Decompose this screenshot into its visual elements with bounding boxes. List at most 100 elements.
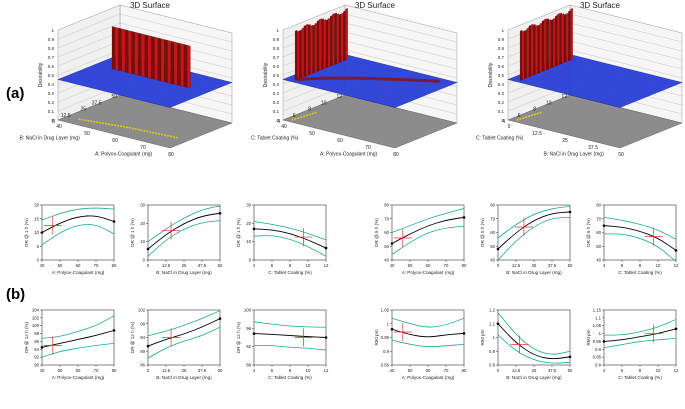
x-tick-label: 40 [40,263,45,268]
fit-endpoint [496,247,500,251]
y-tick-label: 60 [596,230,601,235]
ridge-slab [332,13,335,66]
x-tick-label: 60 [76,263,81,268]
y-tick-label: 98 [34,331,39,336]
x-tick-label: 0 [497,263,500,268]
y-tick-label: 20 [140,221,145,226]
x-tick-label: 50 [408,368,413,373]
response-panel-5: 0 12.5 25 37.5 50 40 50 60 70 80 B: NaCl in Drug L… [480,203,573,276]
ridge-slab [546,18,549,71]
y-tick-label: 10 [546,100,552,106]
x-tick-label: 37.5 [198,368,207,373]
x-tick-label: 40 [56,124,62,130]
y-tick-label: 92 [34,355,39,360]
x-tick-label: 12.5 [512,263,521,268]
x-tick-label: 50 [218,368,223,373]
y-tick-label: 80 [596,203,601,208]
y-tick-label: 96 [34,339,39,344]
upper-band [147,205,221,242]
x-tick-label: 60 [76,368,81,373]
plot-frame [497,204,571,261]
x-tick-label: 70 [365,145,371,151]
ridge-slab [533,24,536,76]
x-tick-label: 80 [112,263,117,268]
lower-band [497,216,571,261]
y-tick-label: 15 [34,216,39,221]
z-tick-label: 0.9 [498,37,505,42]
x-tick-label: 4 [603,263,606,268]
y-tick-label: 8 [533,107,536,113]
z-tick-label: 0.7 [273,55,280,60]
y-tick-label: 80 [384,203,389,208]
ridge-slab [345,8,348,61]
x-tick-label: 8 [289,263,292,268]
y-tick-label: 5 [37,244,40,249]
x-axis-label: B: NaCl in Drug Layer (mg) [506,375,562,380]
x-tick-label: 50 [568,368,573,373]
x-tick-label: 25 [562,138,568,144]
lower-band [391,225,465,255]
y-tick-label: 12 [336,94,342,100]
lower-band [254,344,327,351]
upper-band [253,321,327,328]
y-axis-label: DR @ 12 h (%) [130,321,135,353]
z-tick-label: 0.5 [498,73,505,78]
plot-frame [391,309,465,366]
fit-endpoint [252,227,256,231]
fit-endpoint [112,220,116,223]
y-tick-label: 10 [140,239,145,244]
upper-band [147,310,221,337]
y-tick-label: 1 [599,331,602,336]
response-panel-11: 0 12.5 25 37.5 50 0.8 0.9 1 1.1 1.2 B: NaCl in Dru… [480,308,573,381]
y-tick-label: 25 [80,107,86,113]
y-tick-label: 0.8 [489,363,496,368]
fit-line [603,328,677,342]
y-tick-label: 6 [518,113,521,119]
y-tick-label: 50 [384,244,389,249]
y-tick-label: 102 [138,308,146,313]
y-tick-label: 1.1 [489,321,496,326]
x-tick-label: 25 [532,263,537,268]
ridge-slab [535,24,538,75]
y-tick-label: 96 [246,326,251,331]
x-tick-label: 10 [656,263,661,268]
fit-line [147,318,221,347]
y-axis-label: DR @ 1 h (%) [130,218,135,247]
x-tick-label: 80 [393,152,399,158]
ridge-curve [296,76,440,83]
x-tick-label: 4 [253,263,256,268]
fit-endpoint [146,344,150,348]
y-tick-label: 0.8 [595,363,602,368]
surface-panel-2: 3D Surface 0 0.1 0.2 0.3 0.4 0.5 0.6 0.7 0.8 0.9 1 D… [251,1,458,158]
y-tick-label: 94 [140,335,145,340]
lower-band [497,334,571,364]
z-tick-label: 0.7 [498,55,505,60]
x-tick-label: 60 [426,263,431,268]
y-tick-label: 104 [32,308,40,313]
plot-frame [497,309,571,366]
plot-frame [41,204,115,261]
y-axis-label: DR @ 5 h (%) [374,218,379,247]
x-tick-label: 80 [112,368,117,373]
x-tick-label: 12.5 [532,131,542,137]
x-tick-label: 8 [639,368,642,373]
plot-frame [603,309,677,366]
z-tick-label: 1 [276,28,279,33]
z-tick-label: 0.9 [273,37,280,42]
y-tick-label: 20 [246,221,251,226]
x-tick-label: 10 [656,368,661,373]
z-tick-label: 0.3 [48,91,55,96]
response-panel-12: 4 6 8 10 12 0.8 0.85 0.9 0.95 1 1.05 1.1 1.15 C: Tabl… [586,308,679,381]
x-tick-label: 40 [40,368,45,373]
y-tick-label: 40 [596,258,601,263]
x-tick-label: 50 [309,131,315,137]
lower-band [253,235,327,257]
y-tick-label: 0 [143,258,146,263]
x-tick-label: 12 [674,263,679,268]
x-tick-label: 6 [621,368,624,373]
plot-frame [253,204,327,261]
y-tick-label: 4 [277,119,280,125]
plot-frame [147,309,221,366]
x-axis-label: A: Polyox-Coagulant (mg) [402,375,455,380]
x-tick-label: 37.5 [588,145,598,151]
